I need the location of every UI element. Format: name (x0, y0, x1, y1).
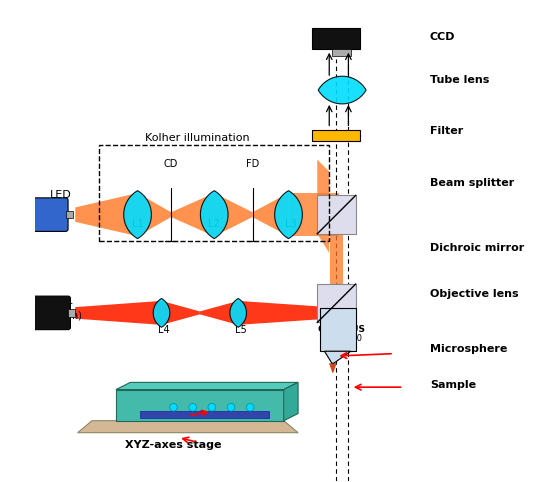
Polygon shape (78, 421, 298, 433)
Bar (312, 28, 360, 49)
Bar (332, 49, 351, 56)
Text: OLYMPUS: OLYMPUS (317, 325, 365, 334)
Polygon shape (230, 298, 246, 327)
Text: L2: L2 (208, 219, 220, 229)
Text: L4: L4 (158, 325, 170, 335)
Polygon shape (138, 193, 171, 236)
Bar (116, 389, 284, 421)
Polygon shape (252, 193, 289, 236)
Bar (317, 284, 356, 322)
Bar (140, 411, 270, 418)
Circle shape (208, 403, 216, 411)
Polygon shape (289, 193, 339, 236)
Bar (332, 322, 341, 351)
Polygon shape (200, 191, 228, 239)
Text: (1064nm): (1064nm) (35, 310, 82, 320)
Polygon shape (324, 351, 351, 363)
Text: Laser: Laser (43, 301, 74, 311)
Polygon shape (214, 193, 252, 236)
Text: CCD: CCD (430, 32, 455, 42)
Text: FD: FD (246, 160, 259, 169)
Text: Objective lens: Objective lens (430, 289, 519, 299)
Text: L3: L3 (285, 219, 296, 229)
Polygon shape (171, 193, 214, 236)
Polygon shape (124, 191, 151, 239)
Polygon shape (153, 298, 170, 327)
Text: Filter: Filter (430, 126, 463, 136)
Text: Beam splitter: Beam splitter (430, 178, 514, 188)
Bar (320, 308, 356, 351)
Polygon shape (329, 363, 337, 373)
Polygon shape (318, 76, 366, 104)
Text: Microsphere: Microsphere (430, 344, 507, 354)
Text: Sample: Sample (430, 380, 476, 390)
Polygon shape (284, 382, 298, 421)
Bar (65, 211, 73, 218)
Text: Kolher illumination: Kolher illumination (145, 133, 250, 143)
Text: Sample tank: Sample tank (135, 411, 212, 421)
Text: LED: LED (50, 190, 72, 201)
Bar (317, 196, 356, 234)
Text: Tube lens: Tube lens (430, 76, 490, 85)
FancyBboxPatch shape (30, 198, 68, 231)
Text: L5: L5 (235, 325, 246, 335)
Polygon shape (200, 301, 238, 325)
FancyBboxPatch shape (32, 296, 70, 330)
Polygon shape (317, 160, 329, 253)
Bar (99, 145, 329, 241)
Circle shape (169, 403, 177, 411)
Polygon shape (116, 382, 298, 389)
Polygon shape (274, 191, 302, 239)
Polygon shape (75, 301, 162, 325)
Text: CD: CD (164, 160, 178, 169)
Bar (312, 130, 360, 141)
Bar (68, 309, 75, 317)
Circle shape (189, 403, 196, 411)
Bar (330, 234, 343, 284)
Text: 100x/0.90: 100x/0.90 (320, 334, 362, 343)
Text: L1: L1 (132, 219, 144, 229)
Text: Dichroic mirror: Dichroic mirror (430, 243, 524, 253)
Polygon shape (238, 301, 329, 325)
Polygon shape (75, 193, 138, 236)
Bar (330, 284, 343, 322)
Text: XYZ-axes stage: XYZ-axes stage (125, 440, 222, 450)
Circle shape (246, 403, 254, 411)
Circle shape (227, 403, 235, 411)
Polygon shape (162, 301, 200, 325)
